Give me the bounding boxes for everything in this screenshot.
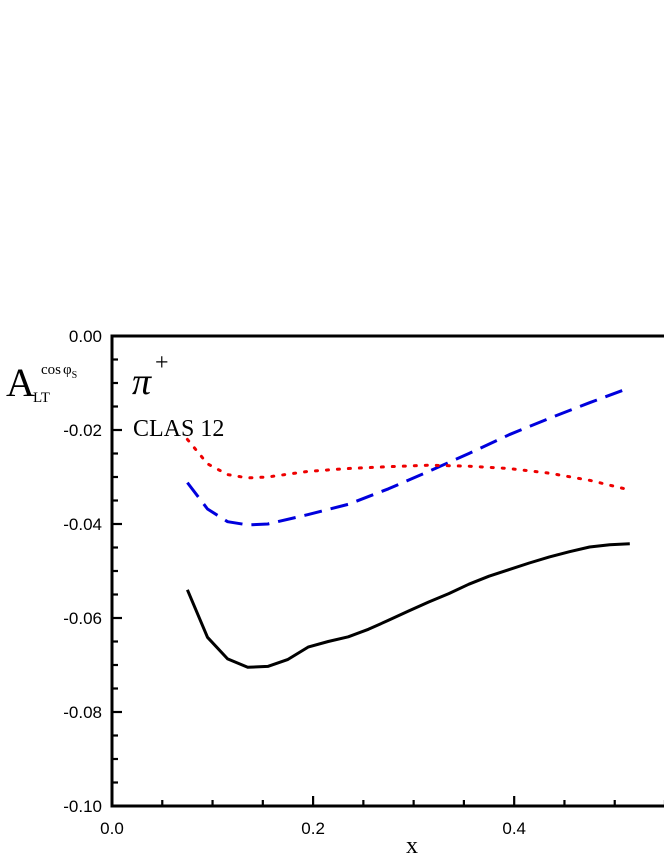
- series-dashed-line: [186, 386, 631, 527]
- series-layer: [185, 386, 631, 669]
- y-tick-label: -0.10: [63, 797, 102, 816]
- particle-annotation: π: [132, 361, 152, 403]
- particle-charge-annotation: +: [155, 350, 169, 376]
- y-tick-label: 0.00: [69, 327, 102, 346]
- y-axis-label-superscript: cos φS: [41, 362, 77, 381]
- x-tick-label: 0.4: [502, 819, 526, 838]
- y-axis-label-sup-phi: φ: [63, 362, 72, 378]
- y-tick-label: -0.04: [63, 515, 102, 534]
- axes: 0.00 -0.02 -0.04 -0.06 -0.08 -0.10 0.0 0.2 0.4: [63, 327, 664, 838]
- y-axis-label-sup-sub: S: [72, 370, 78, 381]
- y-tick-label: -0.06: [63, 609, 102, 628]
- x-axis-label: x: [406, 833, 418, 859]
- x-tick-label: 0.0: [100, 819, 124, 838]
- experiment-annotation: CLAS 12: [133, 416, 224, 442]
- y-tick-label: -0.02: [63, 421, 102, 440]
- x-tick-label: 0.2: [301, 819, 325, 838]
- series-solid-line: [186, 542, 630, 669]
- y-tick-label: -0.08: [63, 703, 102, 722]
- y-axis-label-sup-cos: cos: [41, 362, 61, 378]
- y-axis-label-base: A: [6, 360, 35, 405]
- y-axis-label: A LT cos φS: [6, 360, 77, 406]
- y-axis-label-subscript: LT: [33, 390, 50, 406]
- series-dotted-line: [185, 437, 627, 491]
